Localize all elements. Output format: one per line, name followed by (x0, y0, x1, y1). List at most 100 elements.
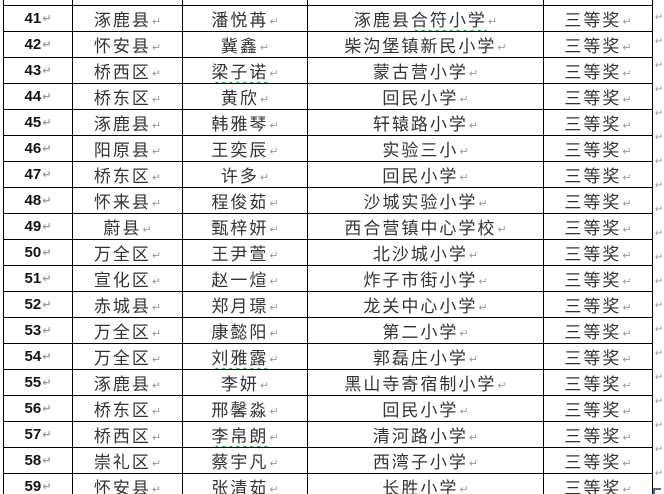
award-cell[interactable]: 三等奖↵ (543, 343, 653, 370)
award-cell[interactable]: 三等奖↵ (543, 135, 653, 162)
student-name-cell[interactable]: 梁子诺↵ (182, 57, 308, 84)
school-cell[interactable]: 龙关中心小学↵ (307, 291, 544, 318)
student-name-cell[interactable]: 邢馨淼↵ (182, 395, 308, 422)
award-cell[interactable]: 三等奖↵ (543, 265, 653, 292)
school-cell[interactable]: 清河路小学↵ (307, 421, 544, 448)
paragraph-mark-icon: ↵ (42, 350, 52, 363)
award-cell[interactable]: 三等奖↵ (543, 83, 653, 110)
award-cell[interactable]: 三等奖↵ (543, 109, 653, 136)
school-cell[interactable]: 第二小学↵ (307, 317, 544, 344)
county-cell[interactable]: 赤城县↵ (72, 291, 183, 318)
row-number-cell[interactable]: 45↵ (3, 109, 73, 136)
row-number-cell[interactable]: 43↵ (3, 57, 73, 84)
county-cell[interactable]: 万全区↵ (72, 343, 183, 370)
student-name-cell[interactable]: 韩雅琴↵ (182, 109, 308, 136)
county-cell[interactable]: 涿鹿县↵ (72, 369, 183, 396)
award-cell[interactable]: 三等奖↵ (543, 317, 653, 344)
student-name-cell[interactable]: 张清茹↵ (182, 473, 308, 494)
table-row: 47↵ 桥东区↵ 许多↵ 回民小学↵ 三等奖↵ (3, 161, 653, 188)
county-text: 崇礼区 (93, 453, 151, 472)
row-number-cell[interactable]: 42↵ (3, 31, 73, 58)
award-cell[interactable]: 三等奖↵ (543, 369, 653, 396)
student-name-cell[interactable]: 蔡宇凡↵ (182, 447, 308, 474)
row-number-cell[interactable]: 46↵ (3, 135, 73, 162)
student-name-cell[interactable]: 康懿阳↵ (182, 317, 308, 344)
county-cell[interactable]: 桥东区↵ (72, 395, 183, 422)
student-name-cell[interactable]: 李帛朗↵ (182, 421, 308, 448)
award-cell[interactable]: 三等奖↵ (543, 5, 653, 32)
student-name-cell[interactable]: 李妍↵ (182, 369, 308, 396)
student-name-cell[interactable]: 王尹萱↵ (182, 239, 308, 266)
school-cell[interactable]: 黑山寺寄宿制小学↵ (307, 369, 544, 396)
county-cell[interactable]: 涿鹿县↵ (72, 109, 183, 136)
row-number-cell[interactable]: 54↵ (3, 343, 73, 370)
county-cell[interactable]: 崇礼区↵ (72, 447, 183, 474)
award-cell[interactable]: 三等奖↵ (543, 291, 653, 318)
student-name-cell[interactable]: 甄梓妍↵ (182, 213, 308, 240)
county-cell[interactable]: 桥西区↵ (72, 57, 183, 84)
award-cell[interactable]: 三等奖↵ (543, 421, 653, 448)
school-cell[interactable]: 实验三小↵ (307, 135, 544, 162)
school-cell[interactable]: 郭磊庄小学↵ (307, 343, 544, 370)
row-number-cell[interactable]: 48↵ (3, 187, 73, 214)
row-number-cell[interactable]: 41↵ (3, 5, 73, 32)
student-name-cell[interactable]: 赵一煊↵ (182, 265, 308, 292)
student-name-cell[interactable]: 郑月璟↵ (182, 291, 308, 318)
county-cell[interactable]: 桥东区↵ (72, 161, 183, 188)
row-number-cell[interactable]: 49↵ (3, 213, 73, 240)
student-name-cell[interactable]: 许多↵ (182, 161, 308, 188)
row-number-cell[interactable]: 47↵ (3, 161, 73, 188)
award-cell[interactable]: 三等奖↵ (543, 239, 653, 266)
school-cell[interactable]: 回民小学↵ (307, 395, 544, 422)
row-number-cell[interactable]: 51↵ (3, 265, 73, 292)
row-number-cell[interactable]: 50↵ (3, 239, 73, 266)
school-cell[interactable]: 沙城实验小学↵ (307, 187, 544, 214)
county-cell[interactable]: 怀安县↵ (72, 473, 183, 494)
award-cell[interactable]: 三等奖↵ (543, 473, 653, 494)
table-resize-handle[interactable] (653, 488, 661, 494)
row-number-cell[interactable]: 55↵ (3, 369, 73, 396)
student-name-cell[interactable]: 冀鑫↵ (182, 31, 308, 58)
school-cell[interactable]: 回民小学↵ (307, 83, 544, 110)
school-cell[interactable]: 柴沟堡镇新民小学↵ (307, 31, 544, 58)
student-name-cell[interactable]: 黄欣↵ (182, 83, 308, 110)
school-cell[interactable]: 北沙城小学↵ (307, 239, 544, 266)
student-name-cell[interactable]: 程俊茹↵ (182, 187, 308, 214)
row-number-cell[interactable]: 59↵ (3, 473, 73, 494)
award-cell[interactable]: 三等奖↵ (543, 447, 653, 474)
award-cell[interactable]: 三等奖↵ (543, 31, 653, 58)
county-cell[interactable]: 蔚县↵ (72, 213, 183, 240)
row-number-cell[interactable]: 44↵ (3, 83, 73, 110)
school-cell[interactable]: 涿鹿县合符小学↵ (307, 5, 544, 32)
county-cell[interactable]: 阳原县↵ (72, 135, 183, 162)
county-cell[interactable]: 涿鹿县↵ (72, 5, 183, 32)
county-cell[interactable]: 宣化区↵ (72, 265, 183, 292)
county-cell[interactable]: 桥东区↵ (72, 83, 183, 110)
county-cell[interactable]: 桥西区↵ (72, 421, 183, 448)
row-number-cell[interactable]: 52↵ (3, 291, 73, 318)
school-cell[interactable]: 轩辕路小学↵ (307, 109, 544, 136)
school-cell[interactable]: 炸子市街小学↵ (307, 265, 544, 292)
school-cell[interactable]: 蒙古营小学↵ (307, 57, 544, 84)
student-name-cell[interactable]: 潘悦苒↵ (182, 5, 308, 32)
row-number-cell[interactable]: 53↵ (3, 317, 73, 344)
table-row: 54↵ 万全区↵ 刘雅露↵ 郭磊庄小学↵ 三等奖↵ (3, 343, 653, 370)
row-number-cell[interactable]: 58↵ (3, 447, 73, 474)
row-number-cell[interactable]: 56↵ (3, 395, 73, 422)
award-cell[interactable]: 三等奖↵ (543, 161, 653, 188)
award-cell[interactable]: 三等奖↵ (543, 395, 653, 422)
county-cell[interactable]: 万全区↵ (72, 239, 183, 266)
school-cell[interactable]: 西合营镇中心学校↵ (307, 213, 544, 240)
award-cell[interactable]: 三等奖↵ (543, 213, 653, 240)
award-cell[interactable]: 三等奖↵ (543, 57, 653, 84)
school-cell[interactable]: 回民小学↵ (307, 161, 544, 188)
school-cell[interactable]: 西湾子小学↵ (307, 447, 544, 474)
school-cell[interactable]: 长胜小学↵ (307, 473, 544, 494)
award-cell[interactable]: 三等奖↵ (543, 187, 653, 214)
county-cell[interactable]: 怀安县↵ (72, 31, 183, 58)
student-name-cell[interactable]: 王奕辰↵ (182, 135, 308, 162)
student-name-cell[interactable]: 刘雅露↵ (182, 343, 308, 370)
county-cell[interactable]: 万全区↵ (72, 317, 183, 344)
row-number-cell[interactable]: 57↵ (3, 421, 73, 448)
county-cell[interactable]: 怀来县↵ (72, 187, 183, 214)
